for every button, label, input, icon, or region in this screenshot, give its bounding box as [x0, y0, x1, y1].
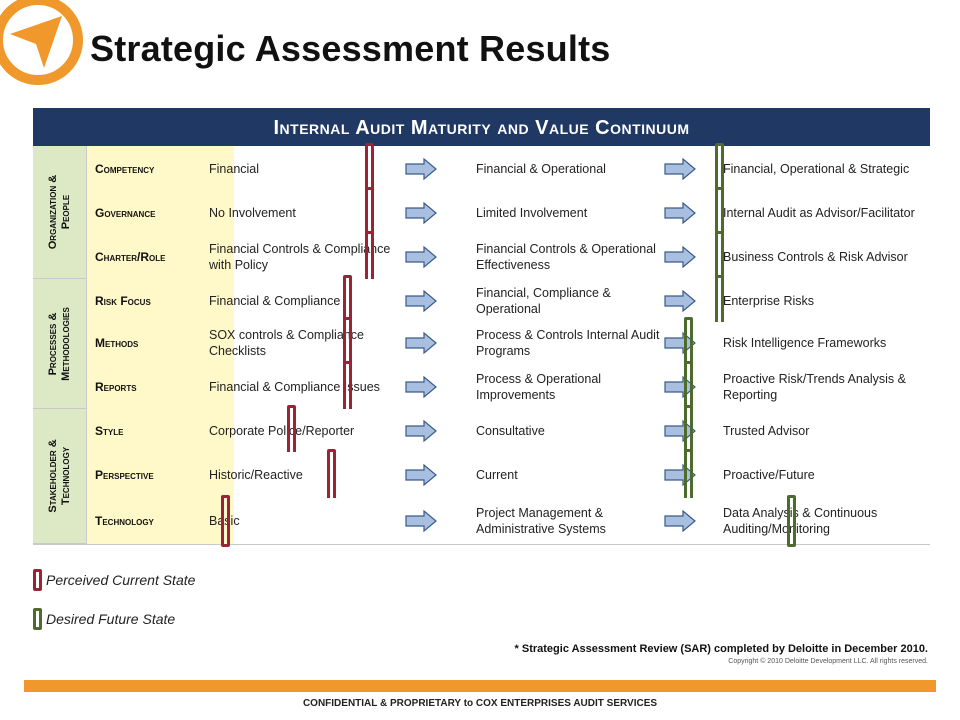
- row-stage2: Limited Involvement: [476, 206, 588, 220]
- matrix-header: Internal Audit Maturity and Value Contin…: [33, 108, 930, 146]
- row-stage2: Process & Controls Internal Audit Progra…: [476, 328, 660, 358]
- future-state-marker: [684, 449, 693, 501]
- row-stage1: Financial Controls & Compliance with Pol…: [209, 241, 391, 272]
- assessment-note: * Strategic Assessment Review (SAR) comp…: [514, 643, 928, 655]
- arrow-right-icon: [664, 290, 696, 312]
- arrow-right-icon: [664, 158, 696, 180]
- current-state-swatch: [33, 569, 42, 591]
- row-stage3: Proactive Risk/Trends Analysis & Reporti…: [723, 371, 906, 402]
- arrow-right-icon: [405, 158, 437, 180]
- row-category: Governance: [87, 192, 234, 234]
- row-stage1: Financial: [209, 162, 260, 176]
- arrow-right-icon: [405, 202, 437, 224]
- group-label-line2: People: [59, 194, 72, 230]
- matrix-row: Technology Basic Project Management & Admi…: [33, 495, 930, 547]
- arrow-right-icon: [405, 246, 437, 268]
- group-label: Stakeholder & Technology: [33, 409, 87, 544]
- row-category: Competency: [87, 146, 234, 192]
- legend-current-label: Perceived Current State: [46, 572, 196, 588]
- row-stage2: Consultative: [476, 423, 545, 438]
- row-stage2: Current: [476, 468, 518, 482]
- arrow-right-icon: [664, 332, 696, 354]
- row-stage2: Project Management & Administrative Syst…: [476, 506, 606, 536]
- row-stage2: Financial Controls & Operational Effecti…: [476, 241, 656, 272]
- row-category: Risk Focus: [87, 279, 234, 322]
- matrix-row: Competency Financial Financial & Operation…: [33, 143, 930, 195]
- row-category: Charter/Role: [87, 234, 234, 279]
- row-stage1: Corporate Police/Reporter: [209, 423, 355, 438]
- matrix-row: Perspective Historic/Reactive Current Proac…: [33, 449, 930, 501]
- maturity-matrix: Internal Audit Maturity and Value Contin…: [33, 108, 930, 547]
- matrix-row: Risk Focus Financial & Compliance Financia…: [33, 275, 930, 327]
- row-stage3: Enterprise Risks: [723, 293, 814, 308]
- arrow-right-icon: [664, 246, 696, 268]
- future-state-marker: [787, 495, 796, 547]
- row-stage2: Financial, Compliance & Operational: [476, 285, 611, 316]
- arrow-right-icon: [405, 376, 437, 398]
- matrix-row: Charter/Role Financial Controls & Complia…: [33, 231, 930, 283]
- row-stage3: Internal Audit as Advisor/Facilitator: [723, 206, 915, 220]
- row-stage3: Business Controls & Risk Advisor: [723, 249, 908, 264]
- row-stage3: Risk Intelligence Frameworks: [723, 336, 887, 350]
- current-state-marker: [343, 361, 352, 413]
- group-label-line2: Technology: [59, 446, 72, 506]
- group-label-text: Organization & People: [47, 175, 73, 250]
- row-category: Technology: [87, 498, 234, 544]
- group-label: Organization & People: [33, 146, 87, 279]
- logo-icon: [0, 0, 83, 85]
- arrow-right-icon: [664, 510, 696, 532]
- row-stage1: SOX controls & Compliance Checklists: [209, 328, 364, 358]
- future-state-marker: [715, 275, 724, 327]
- current-state-marker: [365, 231, 374, 283]
- row-stage2: Financial & Operational: [476, 162, 606, 176]
- footer-text: CONFIDENTIAL & PROPRIETARY to COX ENTERP…: [302, 698, 658, 709]
- accent-bar: [24, 680, 936, 692]
- row-category: Methods: [87, 322, 234, 364]
- group-label-line1: Processes &: [46, 312, 59, 375]
- arrow-right-icon: [405, 464, 437, 486]
- row-category: Perspective: [87, 452, 234, 498]
- row-stage1: No Involvement: [209, 206, 296, 220]
- row-stage2: Process & Operational Improvements: [476, 371, 602, 402]
- copyright-text: Copyright © 2010 Deloitte Development LL…: [728, 658, 928, 665]
- group-label-line1: Stakeholder &: [46, 439, 59, 513]
- future-state-swatch: [33, 608, 42, 630]
- matrix-row: Governance No Involvement Limited Involvem…: [33, 187, 930, 239]
- arrow-right-icon: [405, 420, 437, 442]
- current-state-marker: [287, 405, 296, 457]
- row-stage3: Trusted Advisor: [723, 423, 810, 438]
- row-stage1: Historic/Reactive: [209, 468, 303, 482]
- row-category: Reports: [87, 364, 234, 409]
- matrix-row: Reports Financial & Compliance Issues Proc…: [33, 361, 930, 413]
- arrow-right-icon: [664, 464, 696, 486]
- row-stage3: Financial, Operational & Strategic: [723, 162, 910, 176]
- arrow-right-icon: [405, 332, 437, 354]
- matrix-row: Methods SOX controls & Compliance Checkli…: [33, 317, 930, 369]
- page-title: Strategic Assessment Results: [90, 28, 611, 69]
- row-stage1: Financial & Compliance Issues: [209, 379, 380, 394]
- group-label-line2: Methodologies: [59, 306, 72, 381]
- row-stage1: Basic: [209, 514, 240, 528]
- row-category: Style: [87, 409, 234, 452]
- row-stage1: Financial & Compliance: [209, 293, 341, 308]
- matrix-row: Style Corporate Police/Reporter Consultati…: [33, 405, 930, 457]
- matrix-grid: Competency Financial Financial & Operation…: [33, 143, 930, 547]
- current-state-marker: [327, 449, 336, 501]
- row-stage3: Data Analysis & Continuous Auditing/Moni…: [723, 506, 878, 536]
- current-state-marker: [221, 495, 230, 547]
- group-label-line1: Organization &: [46, 174, 59, 250]
- arrow-right-icon: [664, 376, 696, 398]
- group-label: Processes & Methodologies: [33, 279, 87, 409]
- group-label-text: Processes & Methodologies: [47, 307, 73, 381]
- group-label-text: Stakeholder & Technology: [47, 439, 73, 512]
- arrow-right-icon: [664, 420, 696, 442]
- arrow-right-icon: [664, 202, 696, 224]
- legend-future-label: Desired Future State: [46, 611, 176, 627]
- arrow-right-icon: [405, 510, 437, 532]
- arrow-right-icon: [405, 290, 437, 312]
- row-stage3: Proactive/Future: [723, 468, 815, 482]
